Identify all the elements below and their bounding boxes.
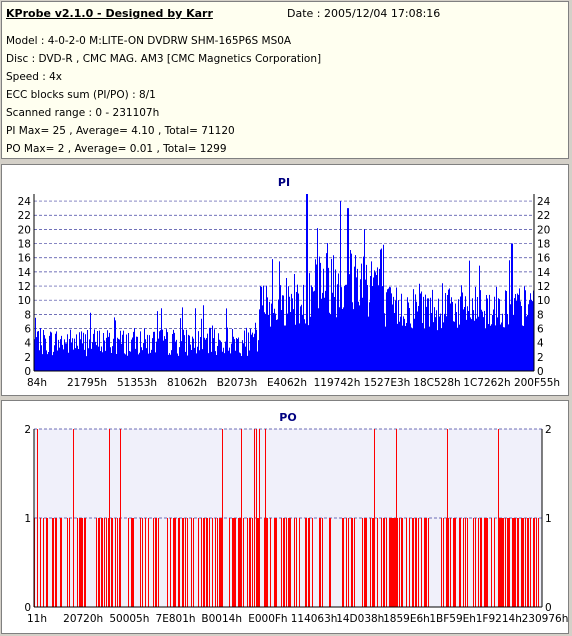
y-tick-label-right: 12 bbox=[537, 281, 550, 293]
info-panel: KProbe v2.1.0 - Designed by Karr Date : … bbox=[1, 1, 569, 159]
x-tick-label: 119742h bbox=[314, 377, 361, 389]
po-chart: PO 0 0 1 1 2 2 11h 20720h 50005h 7E801h B0014h E000F… bbox=[24, 411, 569, 625]
x-tick-label: 81062h bbox=[167, 377, 207, 389]
y-tick-label-left: 22 bbox=[18, 210, 31, 222]
scan-date: Date : 2005/12/04 17:08:16 bbox=[287, 7, 441, 20]
y-tick-label-left: 6 bbox=[24, 324, 31, 336]
y-tick-label-left: 4 bbox=[24, 338, 31, 350]
y-tick-label-right: 20 bbox=[537, 224, 550, 236]
y-tick-label-left: 16 bbox=[18, 253, 32, 265]
speed-line: Speed : 4x bbox=[6, 71, 63, 83]
x-tick-label: 50005h bbox=[109, 613, 149, 625]
y-tick-label-right: 16 bbox=[537, 253, 551, 265]
y-tick-label-right: 0 bbox=[537, 366, 544, 378]
chart-title: PO bbox=[279, 411, 296, 424]
y-tick-label-left: 20 bbox=[18, 224, 31, 236]
y-tick-label-right: 14 bbox=[537, 267, 551, 279]
x-tick-label: 84h bbox=[27, 377, 47, 389]
model-line: Model : 4-0-2-0 M:LITE-ON DVDRW SHM-165P… bbox=[6, 35, 292, 47]
x-tick-label: 230976h bbox=[522, 613, 569, 625]
y-tick-label-left: 24 bbox=[18, 196, 32, 208]
x-tick-label: 200F55h bbox=[514, 377, 560, 389]
y-tick-label-right: 0 bbox=[545, 602, 552, 614]
x-tick-label: 20720h bbox=[63, 613, 103, 625]
y-tick-label-left: 0 bbox=[24, 366, 31, 378]
y-tick-label-right: 2 bbox=[545, 424, 552, 436]
bar-series bbox=[34, 194, 534, 371]
y-tick-label-right: 2 bbox=[537, 352, 544, 364]
x-tick-label: E000Fh bbox=[248, 613, 287, 625]
y-tick-label-left: 2 bbox=[24, 424, 31, 436]
disc-line: Disc : DVD-R , CMC MAG. AM3 [CMC Magneti… bbox=[6, 53, 322, 65]
x-tick-label: 1F9214h bbox=[476, 613, 522, 625]
y-tick-label-right: 4 bbox=[537, 338, 544, 350]
x-tick-label: 14D038h bbox=[336, 613, 384, 625]
y-tick-label-left: 10 bbox=[18, 295, 31, 307]
x-tick-label: 7E801h bbox=[156, 613, 196, 625]
x-tick-label: B2073h bbox=[217, 377, 258, 389]
po-stats-line: PO Max= 2 , Average= 0.01 , Total= 1299 bbox=[6, 143, 227, 155]
y-tick-label-right: 24 bbox=[537, 196, 551, 208]
x-tick-label: 1C7262h bbox=[463, 377, 510, 389]
y-tick-label-right: 10 bbox=[537, 295, 550, 307]
y-tick-label-left: 2 bbox=[24, 352, 31, 364]
x-tick-label: B0014h bbox=[201, 613, 242, 625]
bar-series bbox=[34, 429, 539, 607]
y-tick-label-left: 14 bbox=[18, 267, 32, 279]
x-tick-label: 21795h bbox=[67, 377, 107, 389]
x-tick-label: 1BF59Eh bbox=[429, 613, 476, 625]
x-tick-label: 114063h bbox=[291, 613, 338, 625]
app-title: KProbe v2.1.0 - Designed by Karr bbox=[6, 7, 213, 20]
y-tick-label-left: 18 bbox=[18, 239, 31, 251]
po-chart-panel: PO 0 0 1 1 2 2 11h 20720h 50005h 7E801h B0014h E000F… bbox=[1, 400, 569, 634]
y-tick-label-right: 1 bbox=[545, 513, 552, 525]
y-tick-label-left: 1 bbox=[24, 513, 31, 525]
y-tick-label-left: 8 bbox=[24, 309, 31, 321]
x-tick-label: 1859E6h bbox=[383, 613, 430, 625]
y-tick-label-left: 0 bbox=[24, 602, 31, 614]
y-tick-label-left: 12 bbox=[18, 281, 31, 293]
y-tick-label-right: 8 bbox=[537, 309, 544, 321]
y-tick-label-right: 18 bbox=[537, 239, 550, 251]
ecc-line: ECC blocks sum (PI/PO) : 8/1 bbox=[6, 89, 156, 101]
x-tick-label: 18C528h bbox=[413, 377, 460, 389]
chart-title: PI bbox=[278, 176, 290, 189]
x-tick-label: 11h bbox=[27, 613, 47, 625]
x-tick-label: 51353h bbox=[117, 377, 157, 389]
range-line: Scanned range : 0 - 231107h bbox=[6, 107, 160, 119]
pi-chart-panel: PI 0 0 2 2 4 4 6 6 8 8 10 10 12 12 14 14 16 16 18 18 20 20 22 22… bbox=[1, 164, 569, 396]
pi-stats-line: PI Max= 25 , Average= 4.10 , Total= 7112… bbox=[6, 125, 235, 137]
x-tick-label: 1527E3h bbox=[364, 377, 411, 389]
y-tick-label-right: 6 bbox=[537, 324, 544, 336]
y-tick-label-right: 22 bbox=[537, 210, 550, 222]
x-tick-label: E4062h bbox=[267, 377, 307, 389]
